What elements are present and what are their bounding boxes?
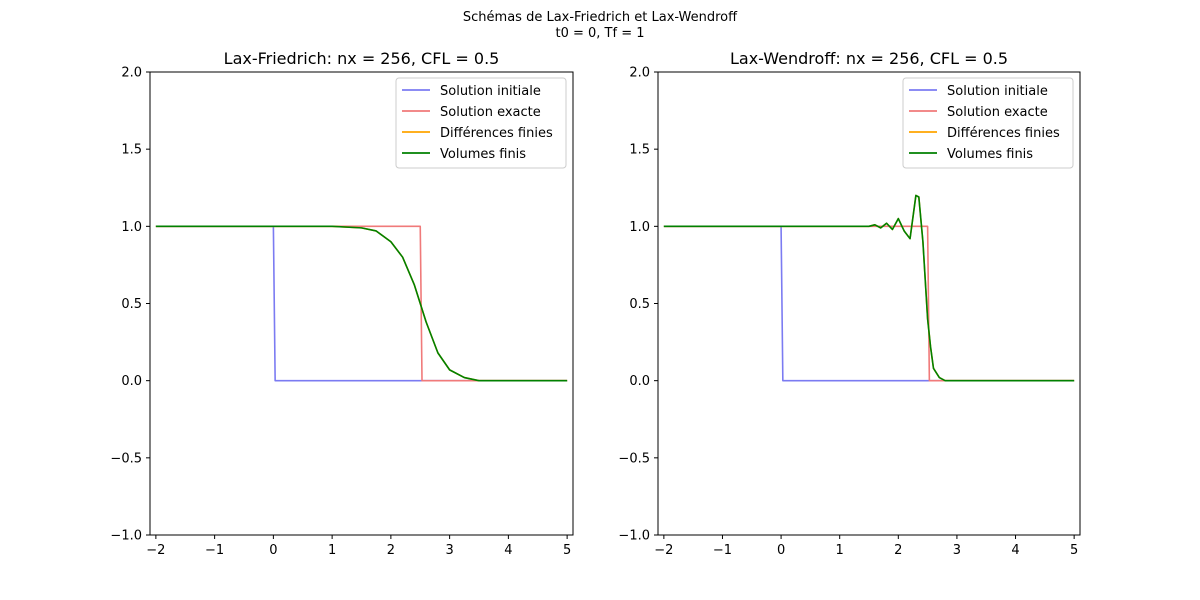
y-tick-label: 0.5 xyxy=(629,297,650,312)
legend-label: Volumes finis xyxy=(440,147,526,162)
y-tick-label: −0.5 xyxy=(618,451,650,466)
series-line-exact xyxy=(663,225,1075,382)
x-tick-label: −2 xyxy=(654,543,673,558)
series-line-exact xyxy=(155,225,568,382)
x-tick-label: 4 xyxy=(504,543,512,558)
legend-label: Volumes finis xyxy=(947,147,1033,162)
y-tick-label: 0.5 xyxy=(121,297,142,312)
x-tick-label: 3 xyxy=(445,543,453,558)
series-line-finite-volumes xyxy=(663,194,1075,382)
x-tick-label: 4 xyxy=(1011,543,1019,558)
series-line-initial xyxy=(663,225,1075,382)
legend-label: Solution initiale xyxy=(440,84,541,99)
x-tick-label: −1 xyxy=(713,543,732,558)
x-tick-label: 1 xyxy=(328,543,336,558)
legend: Solution initiale Solution exacte Différen… xyxy=(395,77,567,169)
y-tick-label: −1.0 xyxy=(618,529,650,544)
chart-title: Lax-Friedrich: nx = 256, CFL = 0.5 xyxy=(224,49,500,68)
x-tick-label: 1 xyxy=(836,543,844,558)
x-tick-label: 0 xyxy=(269,543,277,558)
y-tick-label: −0.5 xyxy=(110,451,142,466)
legend-label: Différences finies xyxy=(947,126,1060,141)
x-tick-label: 5 xyxy=(563,543,571,558)
legend-box xyxy=(395,77,567,169)
series-line-finite-differences xyxy=(663,194,1075,382)
y-tick-label: 1.5 xyxy=(629,143,650,158)
chart-1: −2 −1 0 1 2 3 4 5 −1.0 −0.5 0.0 0.5 1.0 1.5 2.0 Lax-Fri… xyxy=(110,49,574,558)
x-tick-label: −2 xyxy=(146,543,165,558)
figure-subtitle: t0 = 0, Tf = 1 xyxy=(555,26,645,41)
series-line-finite-differences xyxy=(155,225,568,382)
y-tick-label: 2.0 xyxy=(629,66,650,81)
y-tick-label: 1.0 xyxy=(629,220,650,235)
series-line-finite-volumes xyxy=(155,225,568,382)
y-tick-label: 1.0 xyxy=(121,220,142,235)
legend-label: Solution exacte xyxy=(947,105,1048,120)
legend-label: Solution exacte xyxy=(440,105,541,120)
x-tick-label: 5 xyxy=(1070,543,1078,558)
x-tick-label: 2 xyxy=(894,543,902,558)
x-tick-label: 0 xyxy=(777,543,785,558)
legend-box xyxy=(902,77,1074,169)
y-tick-label: 1.5 xyxy=(121,143,142,158)
figure-suptitle: Schémas de Lax-Friedrich et Lax-Wendroff xyxy=(462,10,738,25)
y-tick-label: 2.0 xyxy=(121,66,142,81)
y-tick-label: 0.0 xyxy=(121,374,142,389)
legend-label: Solution initiale xyxy=(947,84,1048,99)
x-tick-label: 3 xyxy=(953,543,961,558)
legend: Solution initiale Solution exacte Différen… xyxy=(902,77,1074,169)
chart-title: Lax-Wendroff: nx = 256, CFL = 0.5 xyxy=(730,49,1008,68)
x-tick-label: 2 xyxy=(387,543,395,558)
chart-2: −2 −1 0 1 2 3 4 5 −1.0 −0.5 0.0 0.5 1.0 1.5 2.0 Lax-Wen… xyxy=(618,49,1081,558)
series-line-initial xyxy=(155,225,568,382)
legend-label: Différences finies xyxy=(440,126,553,141)
y-tick-label: −1.0 xyxy=(110,529,142,544)
x-tick-label: −1 xyxy=(205,543,224,558)
y-tick-label: 0.0 xyxy=(629,374,650,389)
